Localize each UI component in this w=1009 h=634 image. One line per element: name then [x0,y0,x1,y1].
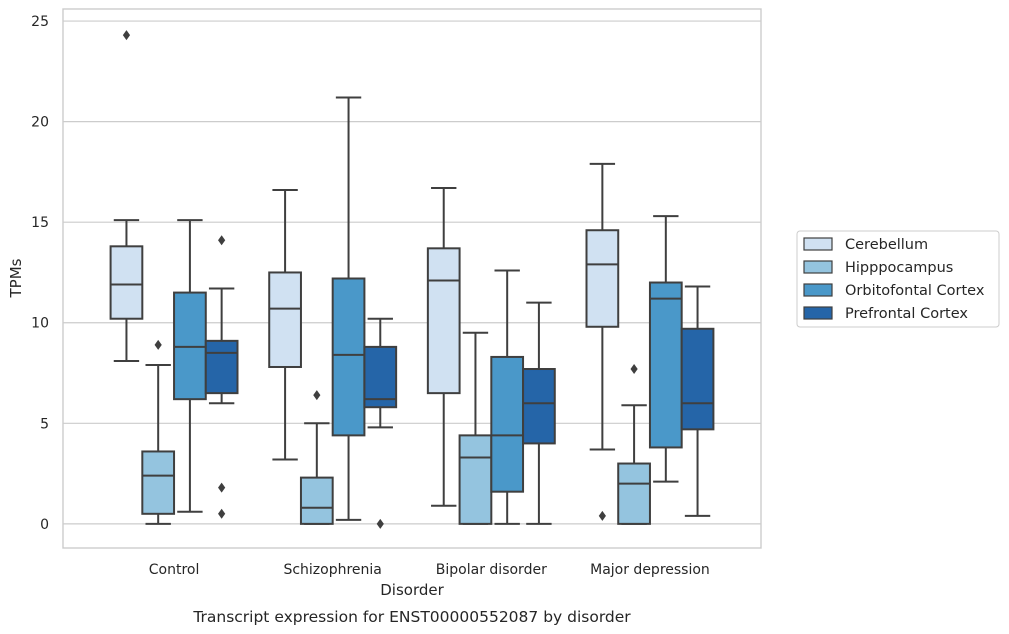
box-group [585,162,620,521]
box [680,327,715,431]
legend-swatch [803,283,833,297]
outlier-point [122,30,131,41]
y-tick-label: 25 [31,14,49,30]
box-group [426,186,461,507]
box [458,434,493,525]
outlier-point [376,518,384,529]
box [585,229,620,328]
box-group [268,189,302,461]
x-tick-labels: Control Schizophrenia Bipolar disorder Majo… [149,562,710,578]
box [141,450,176,515]
y-tick-label: 20 [31,115,49,131]
box [173,291,207,401]
y-axis-label: TPMs [7,258,25,298]
legend-label: Hipppocampus [845,260,953,276]
box-group [490,269,525,525]
outlier-point [218,482,226,493]
y-tick-label: 15 [31,215,49,231]
y-tick-label: 5 [40,416,49,432]
x-tick-label: Major depression [590,562,710,578]
legend-frame [796,230,1000,328]
x-tick-label: Bipolar disorder [436,562,547,578]
box-group [204,235,239,519]
box [490,355,525,493]
box-group [331,96,366,521]
legend-swatch [803,237,833,251]
legend-label: Cerebellum [845,237,928,253]
box-group [617,364,651,525]
legend-swatch [803,260,833,274]
plot-background [63,9,761,548]
box-group [363,317,398,529]
box [522,368,556,445]
outlier-point [218,508,226,519]
chart-caption: Transcript expression for ENST0000055208… [192,608,631,626]
x-tick-label: Control [149,562,200,578]
box-group [522,301,556,525]
x-axis-label: Disorder [380,581,444,599]
box [109,245,144,320]
legend-label: Orbitofontal Cortex [845,283,985,299]
outlier-point [313,390,321,401]
outlier-point [630,364,638,375]
box-group [141,339,176,525]
box [648,281,683,449]
outlier-point [218,235,226,246]
outlier-point [598,510,606,521]
box [426,247,461,395]
box [268,271,302,368]
box-group [458,331,493,525]
y-tick-label: 0 [40,517,49,533]
legend: Cerebellum Hipppocampus Orbitofontal Corte… [796,230,1000,328]
box-group [299,390,334,525]
box [204,339,239,395]
y-tick-labels: 0 5 10 15 20 25 [31,14,49,533]
box-group [173,219,207,513]
boxes [109,30,715,529]
legend-label: Prefrontal Cortex [845,306,968,322]
x-tick-label: Schizophrenia [283,562,381,578]
box [363,345,398,409]
plot-frame [62,8,762,549]
y-tick-label: 10 [31,316,49,332]
box-group [680,285,715,517]
box [331,277,366,437]
legend-swatch [803,306,833,320]
box [299,476,334,525]
outlier-point [154,339,162,350]
box [617,462,651,525]
box-group [109,30,144,362]
